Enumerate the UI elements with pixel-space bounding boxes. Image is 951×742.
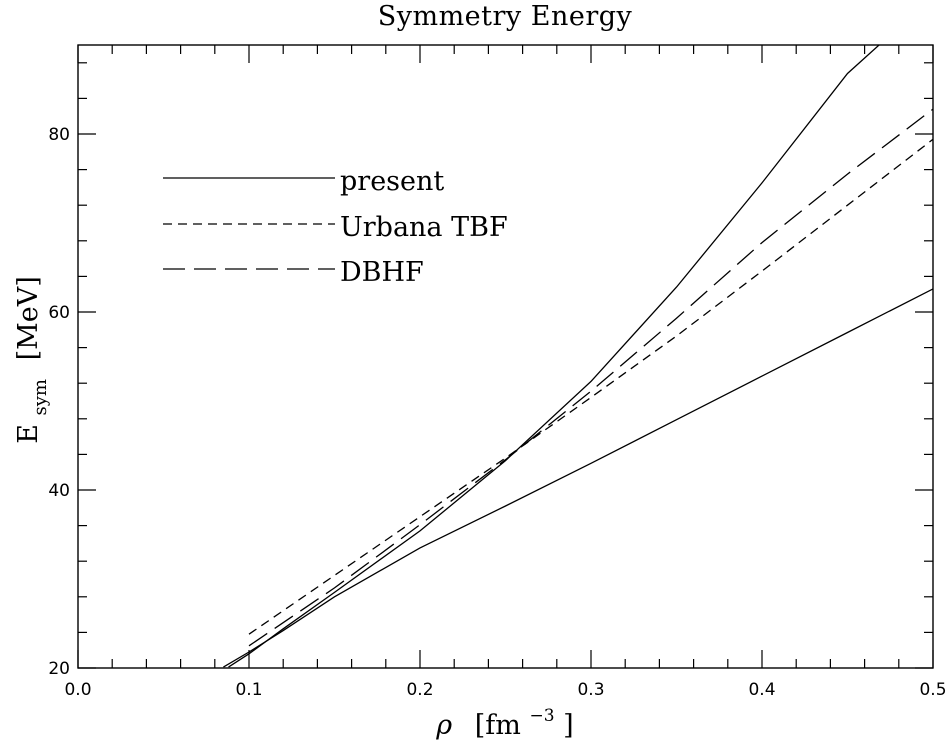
axis-ticks xyxy=(77,45,934,669)
x-axis-symbol: ρ xyxy=(435,710,452,741)
series-present-upper xyxy=(228,45,881,668)
y-tick-label: 60 xyxy=(48,303,70,323)
x-axis-unit-close: ] xyxy=(563,710,574,741)
series-urbana-tbf xyxy=(248,138,933,635)
y-axis-base: E xyxy=(13,424,44,444)
x-tick-label: 0.1 xyxy=(235,680,262,700)
x-tick-labels: 0.0 0.1 0.2 0.3 0.4 0.5 xyxy=(64,680,946,700)
x-tick-label: 0.4 xyxy=(748,680,775,700)
x-tick-label: 0.5 xyxy=(919,680,946,700)
legend: present Urbana TBF DBHF xyxy=(163,166,508,288)
y-axis-subscript: sym xyxy=(30,379,51,415)
legend-label-present: present xyxy=(340,166,444,197)
y-axis-label: E sym [MeV] xyxy=(13,276,53,444)
x-axis-unit-open: [fm xyxy=(475,710,521,741)
y-tick-label: 80 xyxy=(48,125,70,145)
x-tick-label: 0.2 xyxy=(406,680,433,700)
x-tick-label: 0.0 xyxy=(64,680,91,700)
legend-label-urbana: Urbana TBF xyxy=(340,212,508,243)
x-tick-label: 0.3 xyxy=(577,680,604,700)
x-axis-unit-exponent: −3 xyxy=(530,706,555,726)
plot-frame xyxy=(77,44,934,669)
legend-label-dbhf: DBHF xyxy=(340,257,424,288)
series-dbhf xyxy=(248,108,933,647)
series-present xyxy=(223,288,933,668)
y-axis-unit: [MeV] xyxy=(13,276,44,360)
series-layer xyxy=(223,45,933,668)
x-axis-label: ρ [fm −3 ] xyxy=(435,697,573,741)
y-tick-label: 40 xyxy=(48,481,70,501)
chart-title: Symmetry Energy xyxy=(378,1,633,32)
y-tick-labels: 20 40 60 80 xyxy=(48,125,70,679)
y-tick-label: 20 xyxy=(48,659,70,679)
